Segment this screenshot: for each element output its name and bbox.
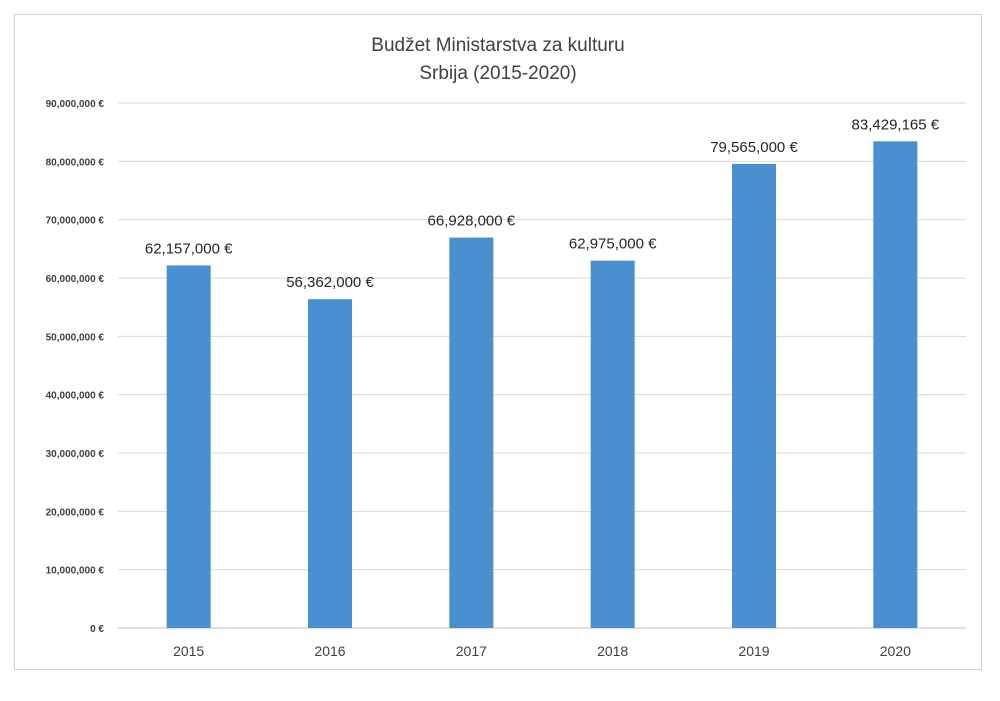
y-tick-label: 50,000,000 € (46, 332, 105, 343)
gridlines (118, 102, 966, 629)
bar-2016 (308, 299, 352, 628)
chart-title-line-2: Srbija (2015-2020) (419, 63, 576, 84)
y-tick-label: 10,000,000 € (46, 566, 105, 577)
y-tick-label: 90,000,000 € (46, 99, 105, 110)
bar-2017 (449, 237, 494, 628)
data-label-2015: 62,157,000 € (145, 240, 233, 257)
data-label-2020: 83,429,165 € (852, 116, 940, 133)
x-tick-label-2018: 2018 (597, 643, 628, 659)
x-tick-label-2017: 2017 (456, 643, 487, 659)
y-tick-label: 70,000,000 € (46, 216, 105, 227)
y-tick-label: 20,000,000 € (46, 507, 105, 518)
bar-2020 (873, 141, 918, 628)
y-axis-tick-labels: 0 € 10,000,000 € 20,000,000 € 30,000,000 € 4… (46, 99, 105, 635)
data-labels: 62,157,000 € 56,362,000 € 66,928,000 € 62,9… (145, 116, 940, 291)
chart-title-line-1: Budžet Ministarstva za kulturu (371, 35, 624, 56)
x-tick-label-2019: 2019 (738, 643, 769, 659)
x-axis-tick-labels: 2015 2016 2017 2018 2019 2020 (173, 643, 911, 659)
chart-title: Budžet Ministarstva za kulturu Srbija (2… (371, 35, 624, 84)
data-label-2018: 62,975,000 € (569, 236, 657, 253)
y-tick-label: 40,000,000 € (46, 391, 105, 402)
data-label-2019: 79,565,000 € (710, 139, 798, 156)
bar-2019 (732, 163, 776, 628)
x-tick-label-2016: 2016 (314, 643, 345, 659)
data-label-2016: 56,362,000 € (286, 274, 374, 291)
bars (166, 141, 918, 628)
y-tick-label: 30,000,000 € (46, 449, 105, 460)
x-tick-label-2015: 2015 (173, 643, 204, 659)
chart-svg: Budžet Ministarstva za kulturu Srbija (2… (46, 35, 966, 659)
chart-frame: Budžet Ministarstva za kulturu Srbija (2… (14, 14, 982, 670)
data-label-2017: 66,928,000 € (428, 213, 516, 230)
y-tick-label: 60,000,000 € (46, 274, 105, 285)
y-tick-label: 80,000,000 € (46, 157, 105, 168)
bar-2018 (590, 260, 635, 628)
y-tick-label: 0 € (90, 624, 104, 635)
bar-2015 (166, 265, 211, 628)
x-tick-label-2020: 2020 (880, 643, 911, 659)
